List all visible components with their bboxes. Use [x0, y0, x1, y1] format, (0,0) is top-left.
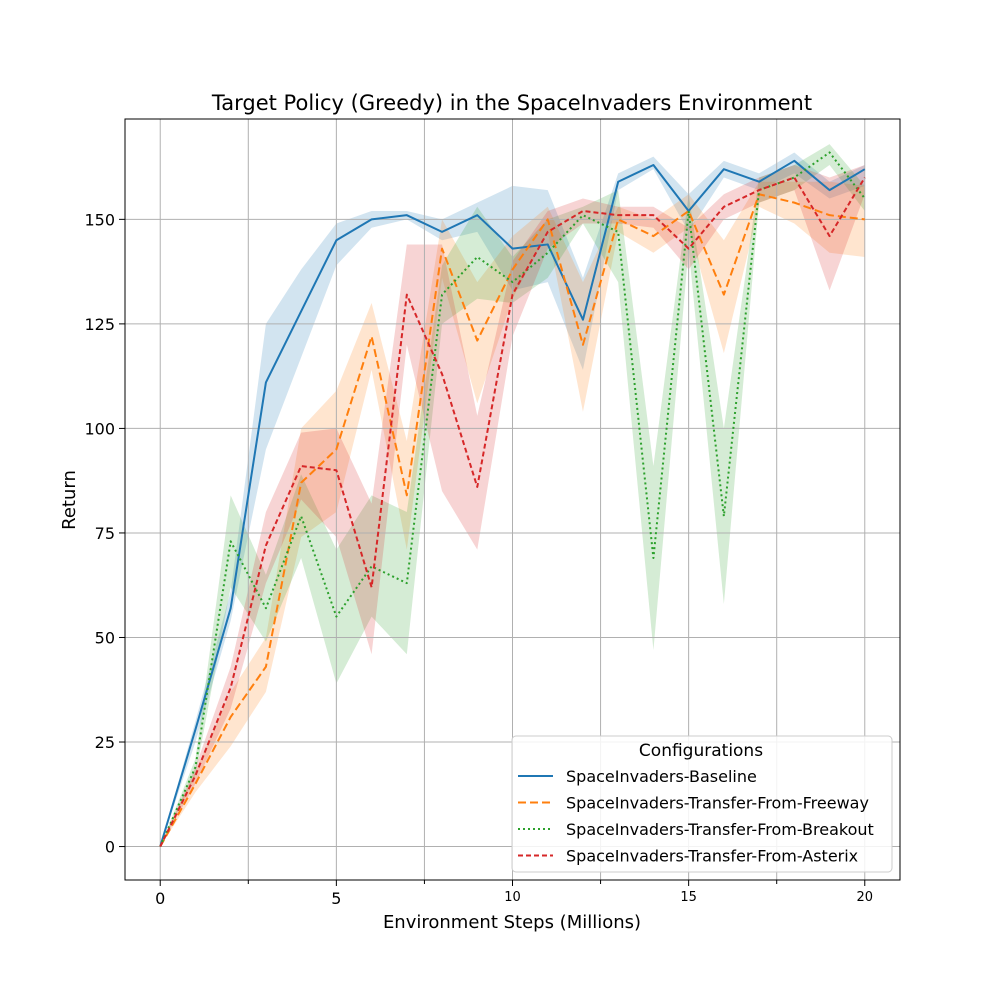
- series-line-3: [159, 151, 866, 847]
- legend-title: Configurations: [639, 741, 763, 761]
- y-tick-label: 150: [84, 210, 115, 229]
- legend-label: SpaceInvaders-Transfer-From-Breakout: [566, 820, 874, 839]
- legend: Configurations SpaceInvaders-BaselineSpa…: [511, 735, 893, 873]
- x-tick-label: 5: [331, 889, 341, 908]
- y-axis-label: Return: [59, 470, 80, 530]
- series-line-1: [159, 159, 866, 847]
- legend-label: SpaceInvaders-Transfer-From-Asterix: [566, 847, 858, 866]
- series-band-2: [160, 181, 865, 847]
- y-tick-label: 25: [95, 733, 115, 752]
- legend-entries: SpaceInvaders-Baseline SpaceInvaders-Tran…: [518, 767, 874, 866]
- y-tick-label: 100: [84, 419, 115, 438]
- axis-ticks: 0 5 10 15 20 0 25 50 75 100 125 150: [84, 210, 873, 908]
- legend-label: SpaceInvaders-Transfer-From-Freeway: [566, 794, 869, 813]
- x-tick-label: 20: [856, 890, 873, 905]
- chart-title: Target Policy (Greedy) in the SpaceInvad…: [211, 91, 812, 115]
- series-line-4: [159, 176, 866, 847]
- legend-box: [511, 735, 893, 873]
- series-lines: [159, 151, 866, 848]
- y-tick-label: 125: [84, 315, 115, 334]
- x-axis-label: Environment Steps (Millions): [383, 912, 641, 933]
- y-tick-label: 50: [95, 628, 115, 647]
- x-tick-label: 10: [504, 890, 521, 905]
- legend-label: SpaceInvaders-Baseline: [566, 767, 757, 786]
- x-tick-label: 15: [680, 890, 697, 905]
- series-line-2: [159, 193, 865, 848]
- y-tick-label: 0: [105, 838, 115, 857]
- x-tick-label: 0: [155, 889, 165, 908]
- y-tick-label: 75: [95, 524, 115, 543]
